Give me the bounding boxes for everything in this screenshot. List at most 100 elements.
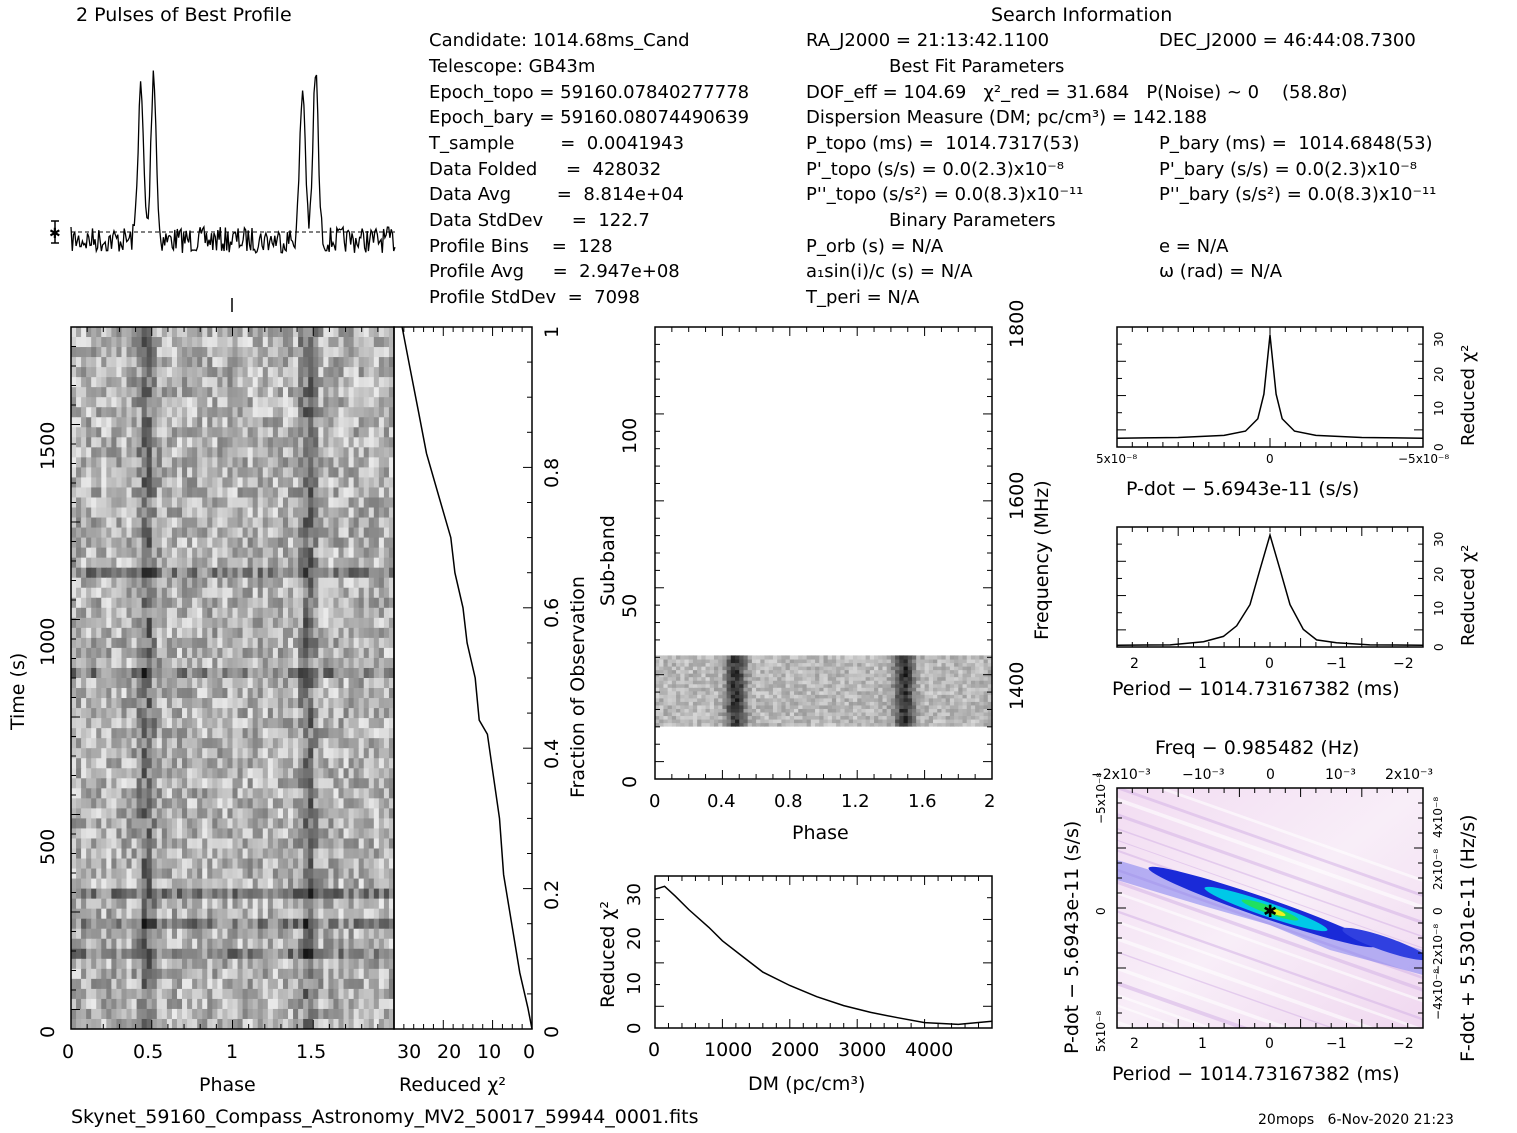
tp-cell bbox=[156, 407, 163, 418]
tp-cell bbox=[217, 938, 224, 950]
tp-cell bbox=[353, 497, 360, 509]
tp-cell bbox=[116, 527, 123, 539]
info-omega: ω (rad) = N/A bbox=[1159, 261, 1283, 282]
tp-cell bbox=[71, 417, 77, 428]
tp-cell bbox=[333, 688, 340, 699]
tp-cell bbox=[282, 778, 289, 789]
tp-cell bbox=[338, 798, 345, 809]
tp-cell bbox=[358, 788, 365, 799]
tp-cell bbox=[156, 327, 163, 338]
tp-cell bbox=[212, 647, 218, 659]
tp-cell bbox=[116, 738, 123, 749]
tp-cell bbox=[222, 1018, 229, 1029]
tp-cell bbox=[192, 377, 198, 388]
tp-cell bbox=[151, 758, 158, 769]
tp-cell bbox=[252, 948, 259, 960]
tp-cell bbox=[252, 698, 259, 709]
tp-cell bbox=[252, 758, 259, 769]
tp-cell bbox=[308, 397, 314, 408]
tp-cell bbox=[242, 908, 249, 920]
tp-cell bbox=[227, 337, 234, 348]
tp-cell bbox=[247, 888, 254, 900]
tp-cell bbox=[81, 1018, 87, 1029]
tp-cell bbox=[313, 377, 319, 388]
tp-cell bbox=[131, 998, 138, 1010]
tp-cell bbox=[101, 517, 107, 529]
tp-cell bbox=[318, 988, 324, 1000]
tp-cell bbox=[136, 607, 143, 619]
tp-cell bbox=[388, 447, 394, 458]
tp-cell bbox=[277, 537, 284, 549]
tp-cell bbox=[136, 838, 143, 850]
tp-cell bbox=[171, 457, 178, 468]
tp-cell bbox=[146, 347, 153, 358]
tp-cell bbox=[202, 497, 208, 509]
tp-cell bbox=[71, 357, 77, 368]
tp-cell bbox=[257, 657, 264, 669]
tp-cell bbox=[318, 998, 324, 1010]
tp-cell bbox=[328, 417, 335, 428]
tp-cell bbox=[227, 357, 234, 368]
tp-cell bbox=[101, 557, 107, 569]
tp-cell bbox=[378, 968, 385, 980]
sb-cell bbox=[709, 722, 715, 727]
tp-cell bbox=[282, 988, 289, 1000]
tp-cell bbox=[348, 357, 355, 368]
info-telescope: Telescope: GB43m bbox=[428, 56, 595, 77]
tp-cell bbox=[146, 748, 153, 759]
tp-cell bbox=[353, 828, 360, 840]
tp-cell bbox=[358, 888, 365, 900]
tp-cell bbox=[222, 367, 229, 378]
tp-cell bbox=[368, 998, 375, 1010]
tp-cell bbox=[282, 808, 289, 819]
tp-cell bbox=[257, 788, 264, 799]
sb-cell bbox=[916, 711, 921, 717]
tp-cell bbox=[101, 617, 107, 629]
tp-cell bbox=[277, 647, 284, 659]
tp-cell bbox=[257, 467, 264, 479]
tp-cell bbox=[313, 868, 319, 880]
tp-cell bbox=[388, 738, 394, 749]
tp-cell bbox=[222, 938, 229, 950]
tp-cell bbox=[96, 718, 102, 729]
sb-cell bbox=[739, 711, 745, 717]
tp-cell bbox=[373, 597, 380, 609]
tp-cell bbox=[298, 547, 304, 559]
tp-cell bbox=[383, 447, 390, 458]
tp-cell bbox=[227, 367, 234, 378]
tp-cell bbox=[192, 447, 198, 458]
tp-cell bbox=[293, 417, 299, 428]
tp-cell bbox=[232, 918, 239, 930]
tp-cell bbox=[288, 718, 294, 729]
tp-cell bbox=[232, 357, 239, 368]
tp-cell bbox=[303, 477, 309, 489]
tp-cell bbox=[106, 768, 112, 779]
tp-cell bbox=[267, 557, 274, 569]
sb-cell bbox=[895, 715, 900, 720]
tp-cell bbox=[141, 958, 148, 970]
tp-cell bbox=[282, 728, 289, 739]
tp-cell bbox=[182, 537, 188, 549]
tp-cell bbox=[308, 1008, 314, 1020]
tp-cell bbox=[333, 698, 340, 709]
tp-cell bbox=[91, 758, 97, 769]
tp-cell bbox=[298, 387, 304, 398]
tp-cell bbox=[288, 938, 294, 950]
tp-cell bbox=[293, 537, 299, 549]
tp-cell bbox=[288, 868, 294, 880]
tp-cell bbox=[116, 1008, 123, 1020]
tp-cell bbox=[101, 928, 107, 940]
tp-cell bbox=[217, 738, 224, 749]
tp-cell bbox=[328, 958, 335, 970]
tp-cell bbox=[288, 918, 294, 930]
tp-cell bbox=[217, 758, 224, 769]
tp-cell bbox=[156, 858, 163, 870]
tp-cell bbox=[187, 948, 193, 960]
tp-cell bbox=[86, 347, 92, 358]
tp-cell bbox=[121, 938, 128, 950]
tp-cell bbox=[131, 748, 138, 759]
tp-cell bbox=[166, 457, 173, 468]
tp-cell bbox=[323, 587, 329, 599]
tp-cell bbox=[338, 647, 345, 659]
tp-cell bbox=[141, 808, 148, 819]
